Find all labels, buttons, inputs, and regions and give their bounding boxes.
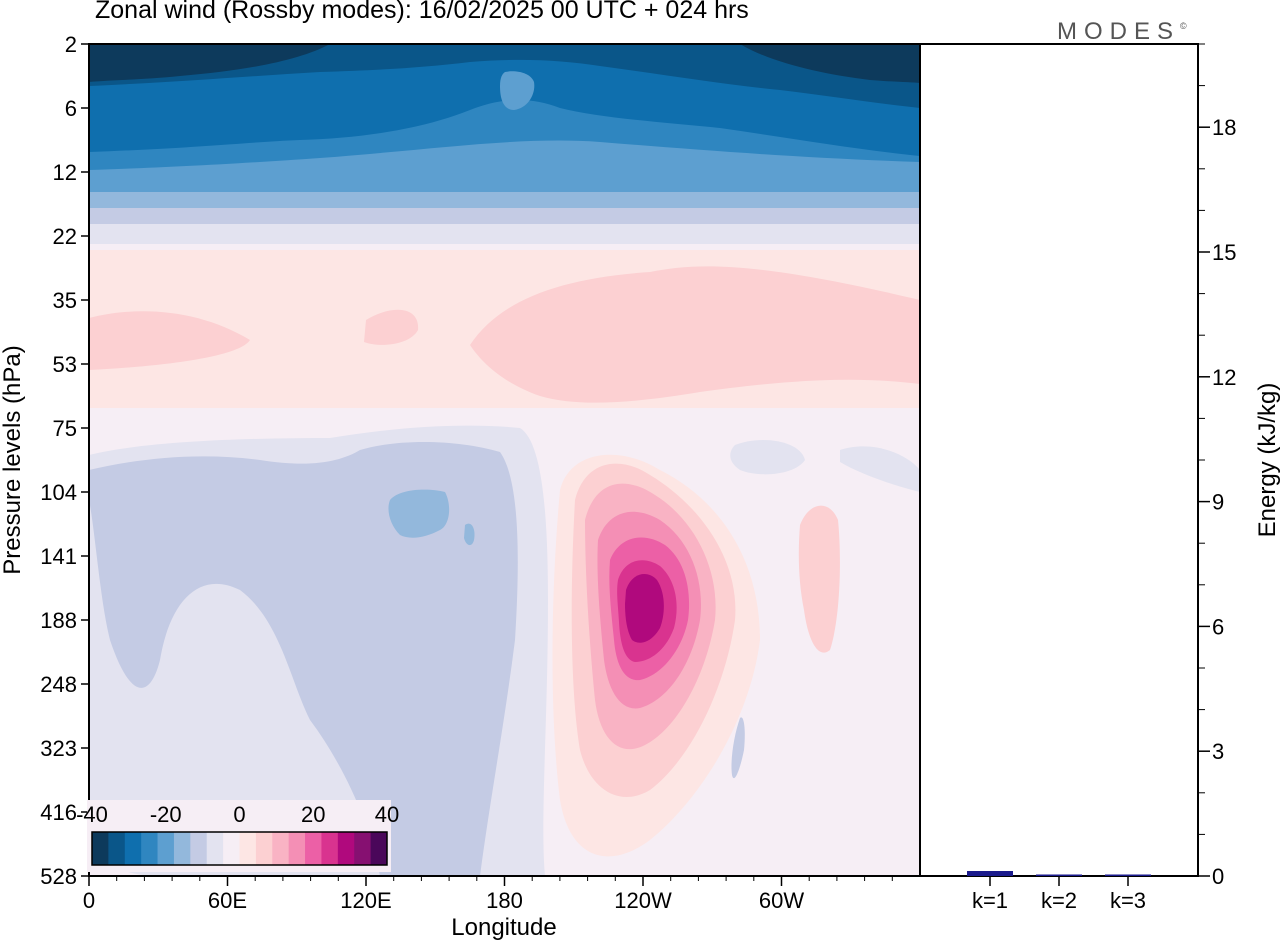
- colorbar-tick-label: -20: [150, 802, 182, 827]
- y-tick-label: 35: [53, 288, 77, 313]
- colorbar-cell: [124, 832, 142, 865]
- patch-east-westerly: [798, 505, 840, 653]
- modes-logo: MODES©: [1057, 18, 1187, 46]
- colorbar-cell: [337, 832, 355, 865]
- colorbar-tick-label: 20: [301, 802, 325, 827]
- x-tick-label: 120W: [614, 888, 672, 913]
- bar-category-label: k=2: [1041, 888, 1077, 913]
- colorbar-ticks: -40 -20 0 20 40: [76, 802, 399, 827]
- colorbar-cell: [173, 832, 191, 865]
- energy-tick-label: 0: [1212, 864, 1224, 889]
- y-tick-label: 528: [40, 864, 77, 889]
- colorbar-cell: [157, 832, 175, 865]
- patch-east-1: [730, 440, 805, 475]
- y-tick-label: 6: [65, 96, 77, 121]
- y-tick-label: 323: [40, 736, 77, 761]
- chart-title: Zonal wind (Rossby modes): 16/02/2025 00…: [95, 0, 749, 24]
- layer-c1: [89, 44, 920, 108]
- x-tick-label: 180: [486, 888, 523, 913]
- colorbar: -40 -20 0 20 40: [76, 800, 399, 872]
- zonal-wind-field: [89, 44, 920, 876]
- colorbar-cell: [272, 832, 290, 865]
- colorbar-cells: [92, 832, 388, 865]
- energy-panel-frame: [919, 43, 1199, 877]
- energy-tick-label: 12: [1212, 365, 1236, 390]
- energy-tick-label: 9: [1212, 490, 1224, 515]
- energy-bars: k=1 k=2 k=3: [967, 871, 1151, 913]
- colorbar-cell: [206, 832, 224, 865]
- y-tick-label: 22: [53, 224, 77, 249]
- colorbar-tick-label: 0: [233, 802, 245, 827]
- y-tick-label: 12: [53, 160, 77, 185]
- colorbar-cell: [288, 832, 306, 865]
- y-axis-title: Pressure levels (hPa): [0, 345, 26, 574]
- energy-bar: [1105, 874, 1151, 876]
- bar-category-label: k=1: [972, 888, 1008, 913]
- energy-bar: [1036, 874, 1082, 876]
- colorbar-tick-label: -40: [76, 802, 108, 827]
- colorbar-cell: [354, 832, 372, 865]
- colorbar-cell: [255, 832, 273, 865]
- y-tick-label: 188: [40, 608, 77, 633]
- y-tick-label: 416: [40, 800, 77, 825]
- x-tick-label: 60E: [208, 888, 247, 913]
- logo-text: MODES: [1057, 18, 1181, 45]
- colorbar-frame: [91, 831, 388, 866]
- colorbar-cell: [190, 832, 208, 865]
- y-tick-label: 104: [40, 480, 77, 505]
- colorbar-cell: [108, 832, 126, 865]
- y-tick-label: 75: [53, 416, 77, 441]
- colorbar-cell: [305, 832, 322, 865]
- energy-tick-label: 3: [1212, 739, 1224, 764]
- layer-c0-west: [89, 44, 330, 82]
- colorbar-cell: [92, 832, 109, 865]
- y-tick-label: 53: [53, 352, 77, 377]
- patch-central: [470, 266, 920, 403]
- x-tick-label: 60W: [759, 888, 804, 913]
- x-axis: 0 60E 120E 180 120W 60W: [83, 876, 893, 913]
- logo-mark: ©: [1180, 21, 1187, 31]
- colorbar-cell: [223, 832, 240, 865]
- x-axis-title: Longitude: [451, 914, 556, 941]
- colorbar-cell: [321, 832, 339, 865]
- colorbar-cell: [370, 832, 388, 865]
- layer-c0-east: [740, 44, 920, 83]
- y-tick-label: 2: [65, 32, 77, 57]
- energy-bar: [967, 871, 1013, 876]
- y-tick-label: 141: [40, 544, 77, 569]
- patch-east-2: [840, 446, 920, 492]
- patch-west-2: [364, 309, 419, 345]
- energy-axis-title: Energy (kJ/kg): [1254, 383, 1280, 538]
- colorbar-cell: [141, 832, 159, 865]
- x-tick-label: 0: [83, 888, 95, 913]
- patch-west-1: [89, 311, 250, 370]
- patch-easterly-small: [464, 523, 475, 546]
- colorbar-tick-label: 40: [375, 802, 399, 827]
- jet-core: [625, 574, 664, 643]
- patch-easterly-strong: [388, 489, 450, 538]
- energy-tick-label: 6: [1212, 614, 1224, 639]
- x-tick-label: 120E: [340, 888, 391, 913]
- energy-tick-label: 15: [1212, 240, 1236, 265]
- patch-light-blue: [500, 71, 535, 110]
- region-easterly-moderate: [89, 441, 518, 876]
- y-axis: 2 6 12 22 35 53 75 104 141 188 248 323 416 528: [40, 32, 89, 889]
- energy-axis: 0 3 6 9 12 15 18: [1198, 43, 1236, 889]
- colorbar-cell: [239, 832, 257, 865]
- patch-east-sliver: [731, 717, 745, 779]
- y-tick-label: 248: [40, 672, 77, 697]
- energy-tick-label: 18: [1212, 115, 1236, 140]
- bar-category-label: k=3: [1110, 888, 1146, 913]
